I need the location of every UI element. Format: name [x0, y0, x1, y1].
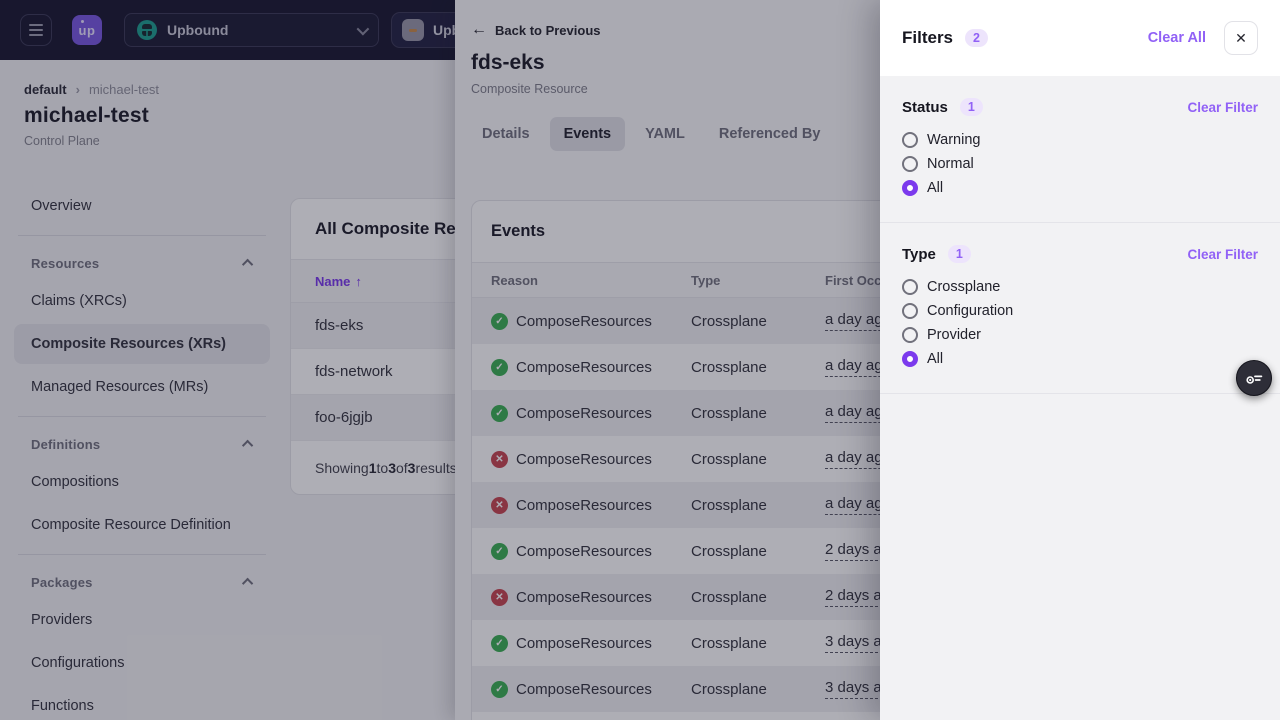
- filter-group-label: Status: [902, 98, 948, 116]
- event-status-icon: ✓: [491, 358, 508, 376]
- filter-group-label: Type: [902, 245, 936, 263]
- event-status-icon: ✕: [491, 450, 508, 468]
- event-timestamp[interactable]: a day ago: [825, 357, 891, 377]
- clear-filter-button[interactable]: Clear Filter: [1187, 246, 1258, 262]
- radio-option-provider[interactable]: Provider: [902, 327, 1258, 343]
- sidebar-item-claims[interactable]: Claims (XRCs): [31, 293, 127, 309]
- logo-text: up: [78, 22, 96, 38]
- back-arrow-icon: ←: [471, 21, 487, 38]
- radio-option-normal[interactable]: Normal: [902, 156, 1258, 172]
- close-filters-button[interactable]: ✕: [1224, 21, 1258, 55]
- sidebar-item-composite-resource-definition[interactable]: Composite Resource Definition: [31, 517, 231, 533]
- table-row: ✓ ComposeResources Crossplane a day ago: [472, 344, 1270, 390]
- radio-icon: [902, 279, 918, 295]
- radio-option-warning[interactable]: Warning: [902, 132, 1258, 148]
- column-header-reason: Reason: [491, 272, 538, 288]
- clear-all-button[interactable]: Clear All: [1147, 30, 1206, 46]
- breadcrumb-root[interactable]: default: [24, 82, 67, 97]
- sidebar-item-compositions[interactable]: Compositions: [31, 474, 119, 490]
- event-status-icon: ✕: [491, 496, 508, 514]
- sidebar-item-configurations[interactable]: Configurations: [31, 655, 125, 671]
- event-status-icon: ✓: [491, 312, 508, 330]
- page-subtitle: Control Plane: [24, 134, 100, 148]
- sidebar-item-functions[interactable]: Functions: [31, 698, 94, 714]
- drawer-subtitle: Composite Resource: [471, 82, 588, 96]
- hamburger-icon: [29, 24, 43, 26]
- org-switcher-label: Upbound: [167, 22, 229, 38]
- event-timestamp[interactable]: a day ago: [825, 449, 891, 469]
- tab-referenced-by[interactable]: Referenced By: [705, 117, 835, 151]
- sidebar-item-managed-resources[interactable]: Managed Resources (MRs): [31, 379, 209, 395]
- filters-count-badge: 2: [965, 29, 988, 47]
- tab-yaml[interactable]: YAML: [631, 117, 699, 151]
- hamburger-menu-button[interactable]: [20, 14, 52, 46]
- event-status-icon: ✓: [491, 680, 508, 698]
- radio-icon: [902, 303, 918, 319]
- org-switcher-dropdown[interactable]: Upbound: [124, 13, 379, 47]
- sidebar: Overview Resources Claims (XRCs) Composi…: [0, 186, 284, 720]
- filters-panel-header: Filters 2 Clear All ✕: [880, 0, 1280, 76]
- page-header: default › michael-test michael-test Cont…: [0, 60, 455, 148]
- filter-group-count-badge: 1: [947, 245, 971, 263]
- clear-filter-button[interactable]: Clear Filter: [1187, 99, 1258, 115]
- sidebar-divider: [18, 416, 266, 417]
- sidebar-divider: [18, 554, 266, 555]
- event-status-icon: ✓: [491, 634, 508, 652]
- sidebar-item-overview[interactable]: Overview: [31, 198, 92, 214]
- radio-icon: [902, 327, 918, 343]
- account-icon: [402, 19, 424, 41]
- drawer-tabs: Details Events YAML Referenced By: [468, 117, 1280, 151]
- tab-events[interactable]: Events: [549, 117, 626, 151]
- event-status-icon: ✓: [491, 542, 508, 560]
- list-pagination-status: Showing 1 to 3 of 3 results: [315, 459, 457, 476]
- sort-asc-icon: ↑: [355, 273, 362, 289]
- filters-title: Filters: [902, 28, 954, 47]
- event-timestamp[interactable]: a day ago: [825, 311, 891, 331]
- filter-settings-icon: [1246, 375, 1263, 384]
- back-to-previous-button[interactable]: ← Back to Previous: [471, 21, 601, 38]
- sidebar-item-providers[interactable]: Providers: [31, 612, 93, 628]
- radio-option-configuration[interactable]: Configuration: [902, 303, 1258, 319]
- sidebar-section-packages[interactable]: Packages: [14, 564, 270, 600]
- tab-details[interactable]: Details: [468, 117, 544, 151]
- sidebar-divider: [18, 235, 266, 236]
- drawer-title: fds-eks: [471, 51, 545, 74]
- sidebar-section-resources[interactable]: Resources: [14, 245, 270, 281]
- column-header-name[interactable]: Name ↑: [315, 273, 362, 289]
- sidebar-item-composite-resources[interactable]: Composite Resources (XRs): [14, 324, 270, 364]
- filter-group-status: Status 1 Clear Filter Warning Normal All: [880, 76, 1280, 223]
- radio-icon: [902, 156, 918, 172]
- breadcrumb: default › michael-test: [24, 82, 431, 97]
- filters-toggle-fab[interactable]: [1236, 360, 1272, 396]
- event-timestamp[interactable]: a day ago: [825, 403, 891, 423]
- event-status-icon: ✓: [491, 404, 508, 422]
- filters-panel: Filters 2 Clear All ✕ Status 1 Clear Fil…: [880, 0, 1280, 720]
- table-row: ✕ ComposeResources Crossplane a day ago: [472, 436, 1270, 482]
- breadcrumb-current: michael-test: [88, 82, 160, 97]
- page-title: michael-test: [24, 104, 149, 127]
- event-status-icon: ✕: [491, 588, 508, 606]
- event-timestamp[interactable]: a day ago: [825, 495, 891, 515]
- close-icon: ✕: [1235, 29, 1247, 46]
- radio-icon: [902, 180, 918, 196]
- events-card-title: Events: [491, 222, 546, 240]
- column-header-type: Type: [691, 272, 721, 288]
- radio-icon: [902, 351, 918, 367]
- filter-group-count-badge: 1: [959, 98, 983, 116]
- upbound-logo: up: [72, 15, 102, 45]
- breadcrumb-separator-icon: ›: [75, 82, 80, 97]
- radio-option-crossplane[interactable]: Crossplane: [902, 279, 1258, 295]
- control-plane-icon: [137, 20, 157, 40]
- sidebar-section-definitions[interactable]: Definitions: [14, 426, 270, 462]
- radio-option-all-type[interactable]: All: [902, 351, 1258, 367]
- filter-group-type: Type 1 Clear Filter Crossplane Configura…: [880, 223, 1280, 394]
- radio-icon: [902, 132, 918, 148]
- radio-option-all-status[interactable]: All: [902, 180, 1258, 196]
